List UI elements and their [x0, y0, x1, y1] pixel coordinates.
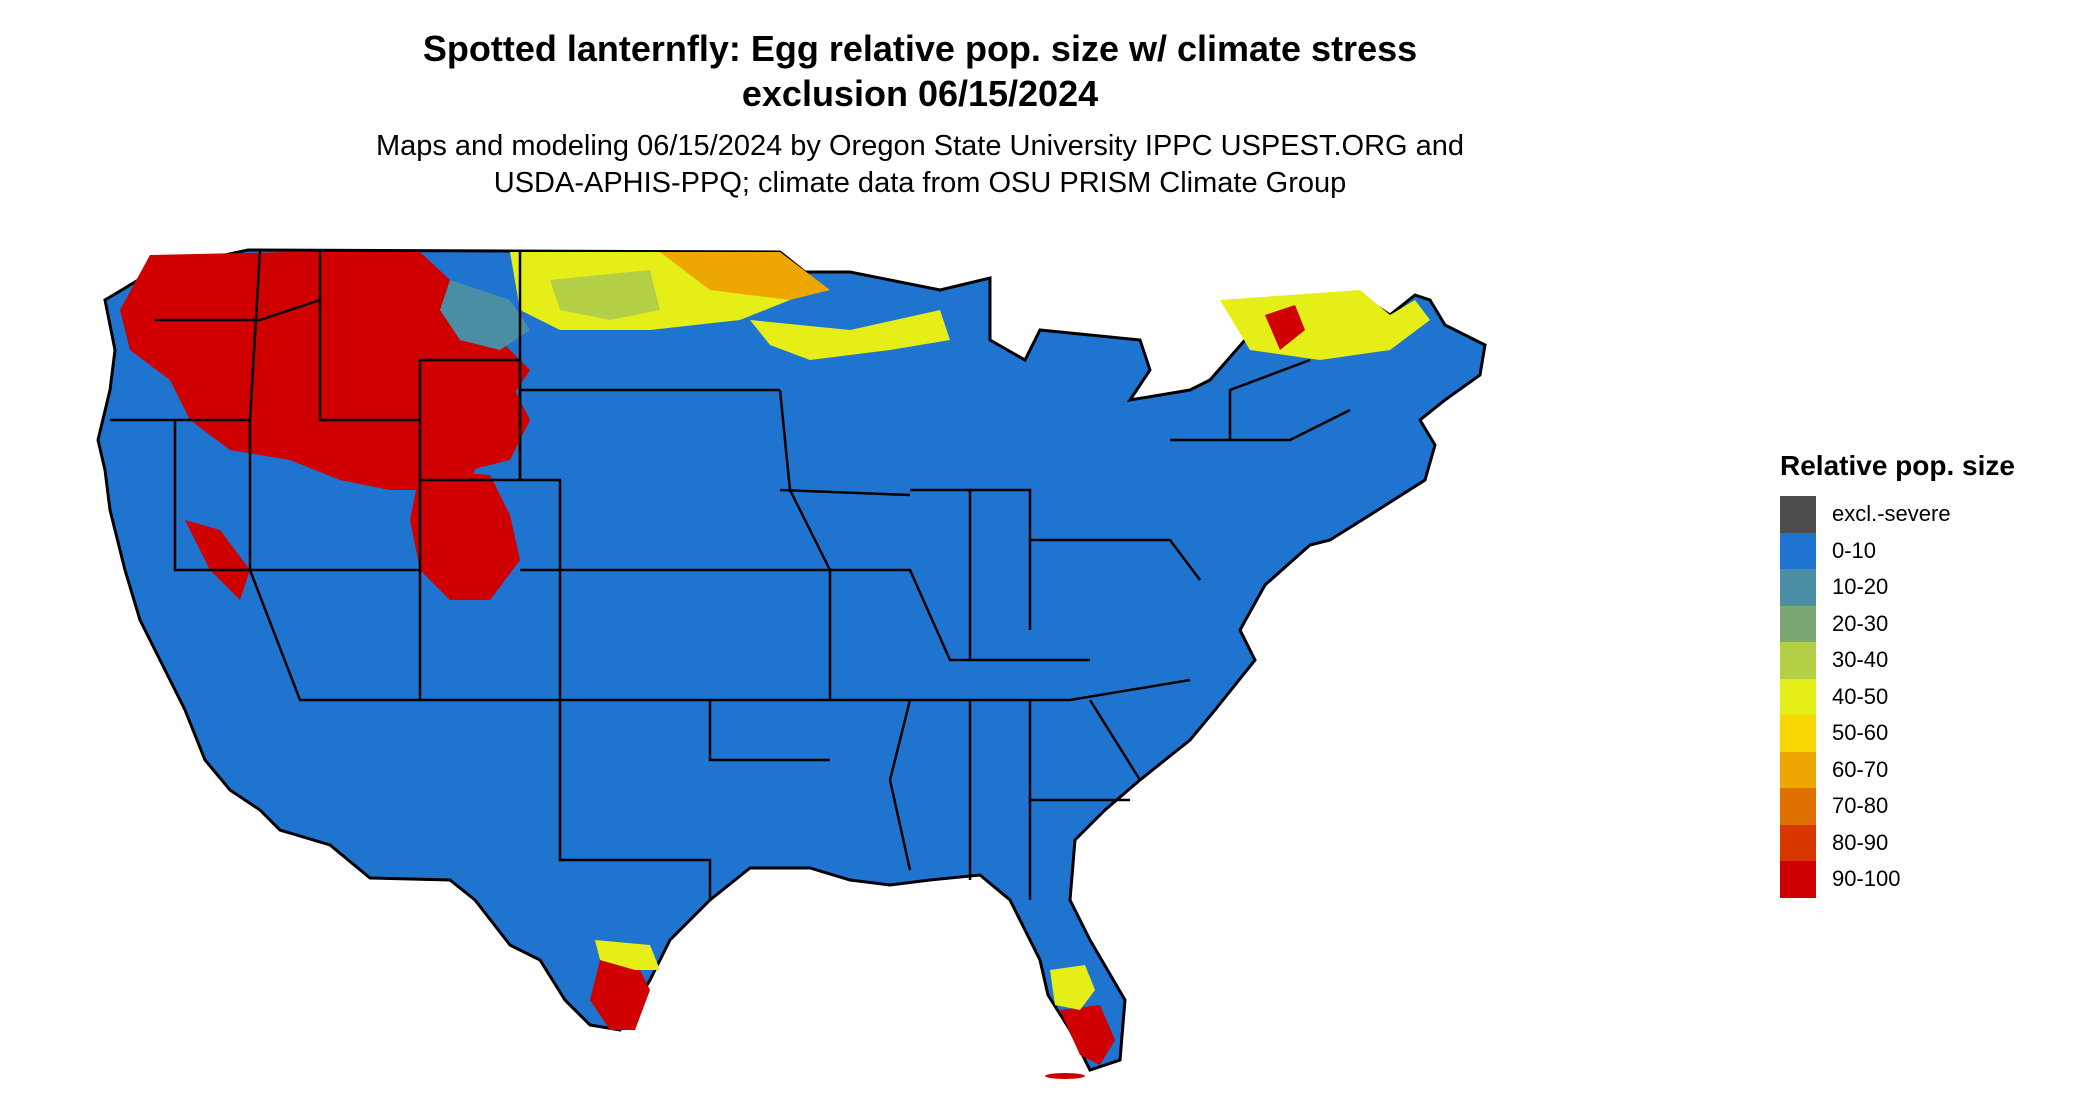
region-sierra-red — [185, 520, 250, 600]
region-north-orange — [660, 252, 830, 300]
florida-keys — [1045, 1073, 1085, 1079]
legend: Relative pop. size excl.-severe 0-10 10-20… — [1780, 450, 2015, 898]
legend-swatch — [1780, 715, 1816, 752]
legend-item: 60-70 — [1780, 751, 2015, 788]
legend-item: 50-60 — [1780, 715, 2015, 752]
legend-label: 50-60 — [1832, 720, 1889, 746]
region-new-england-yellow — [1220, 290, 1430, 360]
legend-label: 20-30 — [1832, 610, 1889, 636]
state-borders — [110, 249, 1351, 900]
legend-items: excl.-severe 0-10 10-20 20-30 30-40 40-50 50-6… — [1780, 496, 2015, 898]
legend-swatch — [1780, 788, 1816, 825]
legend-item: 40-50 — [1780, 678, 2015, 715]
legend-swatch — [1780, 861, 1816, 898]
us-map — [96, 248, 1487, 1079]
channel-island — [228, 781, 252, 789]
map-subtitle: Maps and modeling 06/15/2024 by Oregon S… — [0, 128, 1840, 202]
title-line-2: exclusion 06/15/2024 — [741, 73, 1099, 114]
legend-label: 90-100 — [1832, 866, 1901, 892]
legend-swatch — [1780, 496, 1816, 533]
region-wyoming-red — [380, 350, 530, 470]
region-greatlakes-yellow — [750, 310, 950, 360]
legend-label: 30-40 — [1832, 647, 1889, 673]
legend-swatch — [1780, 751, 1816, 788]
region-south-florida-yellow — [1050, 965, 1095, 1010]
legend-swatch — [1780, 605, 1816, 642]
region-south-texas-red — [590, 960, 650, 1030]
subtitle-line-2: USDA-APHIS-PPQ; climate data from OSU PR… — [493, 167, 1347, 199]
legend-item: 30-40 — [1780, 642, 2015, 679]
legend-item: 70-80 — [1780, 788, 2015, 825]
legend-label: 40-50 — [1832, 683, 1889, 709]
subtitle-line-1: Maps and modeling 06/15/2024 by Oregon S… — [375, 130, 1465, 162]
legend-label: 80-90 — [1832, 829, 1889, 855]
legend-label: excl.-severe — [1832, 501, 1951, 527]
legend-swatch — [1780, 678, 1816, 715]
legend-swatch — [1780, 642, 1816, 679]
legend-item: 10-20 — [1780, 569, 2015, 606]
title-line-1: Spotted lanternfly: Egg relative pop. si… — [422, 28, 1418, 69]
legend-swatch — [1780, 569, 1816, 606]
legend-title: Relative pop. size — [1780, 450, 2015, 481]
legend-item: 0-10 — [1780, 532, 2015, 569]
legend-label: 60-70 — [1832, 756, 1889, 782]
region-green-montana — [550, 270, 660, 320]
legend-item: excl.-severe — [1780, 496, 2015, 533]
legend-label: 10-20 — [1832, 574, 1889, 600]
legend-item: 90-100 — [1780, 861, 2015, 898]
legend-label: 0-10 — [1832, 537, 1877, 563]
channel-island — [257, 797, 273, 803]
region-maine-red — [1265, 305, 1305, 350]
region-colorado-red — [410, 470, 520, 600]
map-title: Spotted lanternfly: Egg relative pop. si… — [0, 26, 1840, 116]
region-blue-north — [440, 280, 530, 350]
legend-item: 80-90 — [1780, 824, 2015, 861]
region-south-florida-red — [1060, 1005, 1115, 1065]
legend-label: 70-80 — [1832, 793, 1889, 819]
region-south-texas-yellow — [595, 940, 660, 970]
legend-item: 20-30 — [1780, 605, 2015, 642]
legend-swatch — [1780, 532, 1816, 569]
legend-swatch — [1780, 824, 1816, 861]
